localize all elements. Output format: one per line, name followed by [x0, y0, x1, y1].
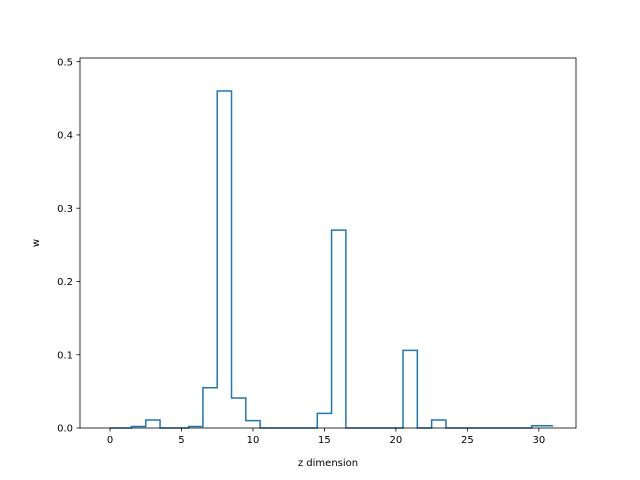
x-axis: 0 5 10 15 20 25 30: [107, 428, 545, 446]
axes-frame: [79, 57, 577, 429]
x-tick-label: 0: [107, 435, 113, 446]
x-tick-label: 25: [461, 435, 474, 446]
plot-area: [79, 57, 577, 429]
x-tick-label: 30: [532, 435, 545, 446]
y-tick-label: 0.3: [57, 204, 73, 215]
x-axis-label: z dimension: [298, 458, 358, 469]
y-tick-label: 0.0: [57, 424, 73, 435]
y-axis-label: w: [31, 239, 42, 247]
y-axis: 0.0 0.1 0.2 0.3 0.4 0.5: [57, 57, 80, 435]
x-tick-label: 5: [178, 435, 184, 446]
y-tick-label: 0.4: [57, 131, 73, 142]
y-tick-label: 0.1: [57, 350, 73, 361]
y-tick-label: 0.2: [57, 277, 73, 288]
x-tick-label: 20: [390, 435, 403, 446]
x-tick-label: 10: [247, 435, 260, 446]
x-tick-label: 15: [318, 435, 331, 446]
y-tick-label: 0.5: [57, 57, 73, 68]
